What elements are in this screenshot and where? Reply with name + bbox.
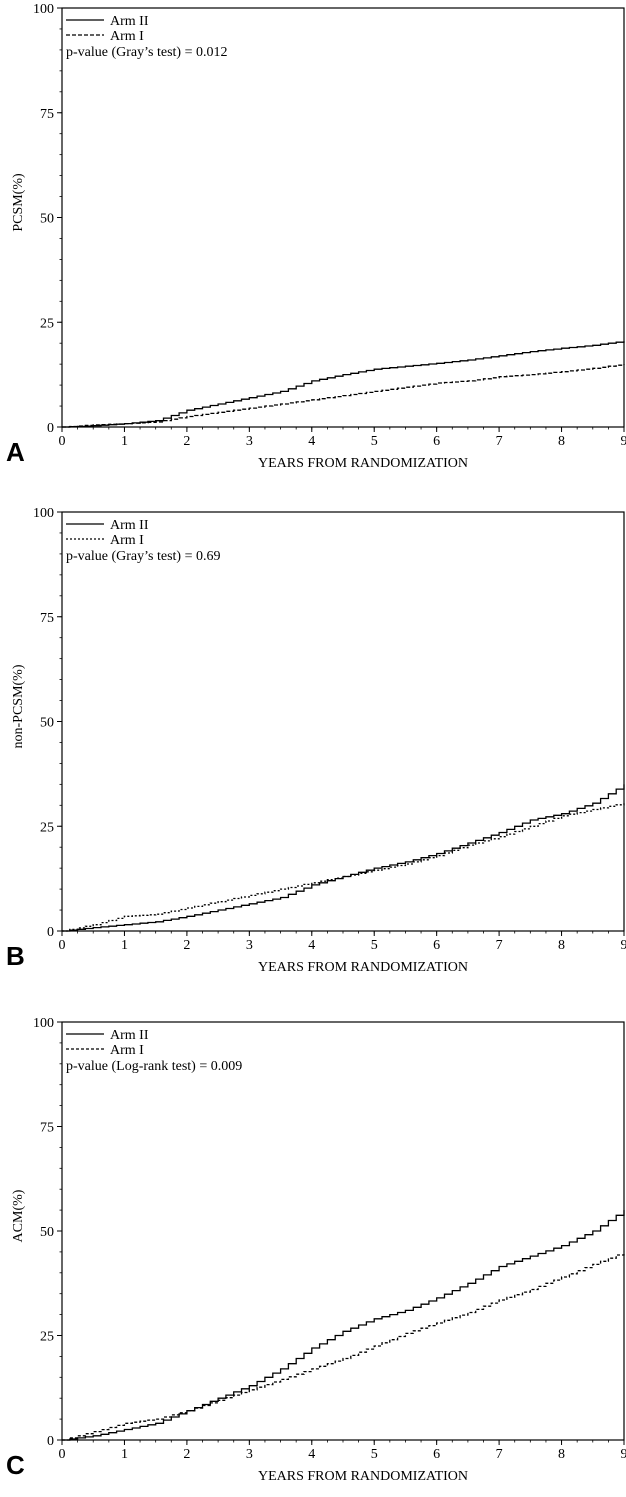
x-tick-label: 0 — [59, 938, 66, 953]
chart-panel-c: 0 1 2 3 4 5 6 7 8 9 0 25 50 75 100 YEARS FROM RANDOMIZA… — [6, 1016, 626, 1484]
x-tick-label: 5 — [371, 938, 378, 953]
x-tick-label: 9 — [621, 434, 626, 449]
legend-label: Arm II — [110, 518, 149, 533]
x-tick-label: 1 — [121, 938, 128, 953]
x-tick-label: 0 — [59, 1447, 66, 1462]
y-tick-label: 100 — [33, 2, 54, 17]
legend-label: Arm I — [110, 1043, 144, 1058]
y-tick-label: 50 — [40, 716, 54, 731]
x-tick-label: 9 — [621, 1447, 626, 1462]
x-axis-title: YEARS FROM RANDOMIZATION — [258, 1469, 468, 1484]
y-tick-label: 75 — [40, 107, 54, 122]
chart-panel-a: 0 1 2 3 4 5 6 7 8 9 0 25 50 75 100 YEARS FROM RANDOMIZA… — [6, 2, 626, 471]
x-tick-label: 4 — [308, 938, 315, 953]
panel-letter: C — [6, 1450, 25, 1480]
plot-frame — [61, 7, 625, 428]
x-tick-label: 2 — [183, 1447, 190, 1462]
y-tick-label: 75 — [40, 611, 54, 626]
y-axis-title: non-PCSM(%) — [11, 664, 26, 748]
x-tick-label: 0 — [59, 434, 66, 449]
x-axis-title: YEARS FROM RANDOMIZATION — [258, 960, 468, 975]
x-tick-label: 8 — [558, 434, 565, 449]
legend-label: Arm I — [110, 29, 144, 44]
x-tick-label: 9 — [621, 938, 626, 953]
series-line-arm-ii — [62, 341, 625, 428]
x-tick-label: 8 — [558, 1447, 565, 1462]
legend-label: Arm II — [110, 1028, 149, 1043]
x-tick-label: 1 — [121, 434, 128, 449]
x-tick-label: 6 — [433, 938, 440, 953]
y-tick-label: 100 — [33, 506, 54, 521]
x-tick-label: 6 — [433, 434, 440, 449]
y-tick-label: 50 — [40, 1225, 54, 1240]
x-tick-label: 2 — [183, 938, 190, 953]
plot-frame — [61, 511, 625, 932]
series-line-arm-ii — [62, 1210, 625, 1441]
y-tick-label: 25 — [40, 316, 54, 331]
y-tick-label: 75 — [40, 1121, 54, 1136]
legend-label: Arm II — [110, 14, 149, 29]
y-tick-label: 0 — [47, 1434, 54, 1449]
series-line-arm-i — [62, 364, 625, 428]
y-tick-label: 0 — [47, 421, 54, 436]
y-tick-label: 50 — [40, 212, 54, 227]
x-tick-label: 4 — [308, 1447, 315, 1462]
p-value-annotation: p-value (Log-rank test) = 0.009 — [66, 1059, 242, 1074]
p-value-annotation: p-value (Gray’s test) = 0.69 — [66, 549, 220, 564]
x-tick-label: 4 — [308, 434, 315, 449]
series-line-arm-ii — [62, 784, 625, 932]
x-tick-label: 7 — [496, 434, 503, 449]
y-tick-label: 25 — [40, 1330, 54, 1345]
y-axis-title: PCSM(%) — [11, 173, 26, 232]
x-tick-label: 3 — [246, 1447, 253, 1462]
y-tick-label: 100 — [33, 1016, 54, 1031]
x-tick-label: 8 — [558, 938, 565, 953]
series-line-arm-i — [62, 803, 625, 932]
plot-frame — [61, 1021, 625, 1441]
legend-label: Arm I — [110, 533, 144, 548]
x-tick-label: 3 — [246, 938, 253, 953]
chart-panel-b: 0 1 2 3 4 5 6 7 8 9 0 25 50 75 100 YEARS FROM RANDOMIZA… — [6, 506, 626, 975]
x-tick-label: 2 — [183, 434, 190, 449]
x-tick-label: 7 — [496, 1447, 503, 1462]
panel-letter: B — [6, 941, 25, 971]
x-tick-label: 5 — [371, 434, 378, 449]
x-tick-label: 1 — [121, 1447, 128, 1462]
x-tick-label: 5 — [371, 1447, 378, 1462]
x-tick-label: 7 — [496, 938, 503, 953]
panel-letter: A — [6, 437, 25, 467]
x-axis-title: YEARS FROM RANDOMIZATION — [258, 456, 468, 471]
x-tick-label: 6 — [433, 1447, 440, 1462]
p-value-annotation: p-value (Gray’s test) = 0.012 — [66, 45, 227, 60]
y-axis-title: ACM(%) — [11, 1189, 26, 1242]
x-tick-label: 3 — [246, 434, 253, 449]
y-tick-label: 25 — [40, 820, 54, 835]
y-tick-label: 0 — [47, 925, 54, 940]
series-line-arm-i — [62, 1251, 625, 1441]
